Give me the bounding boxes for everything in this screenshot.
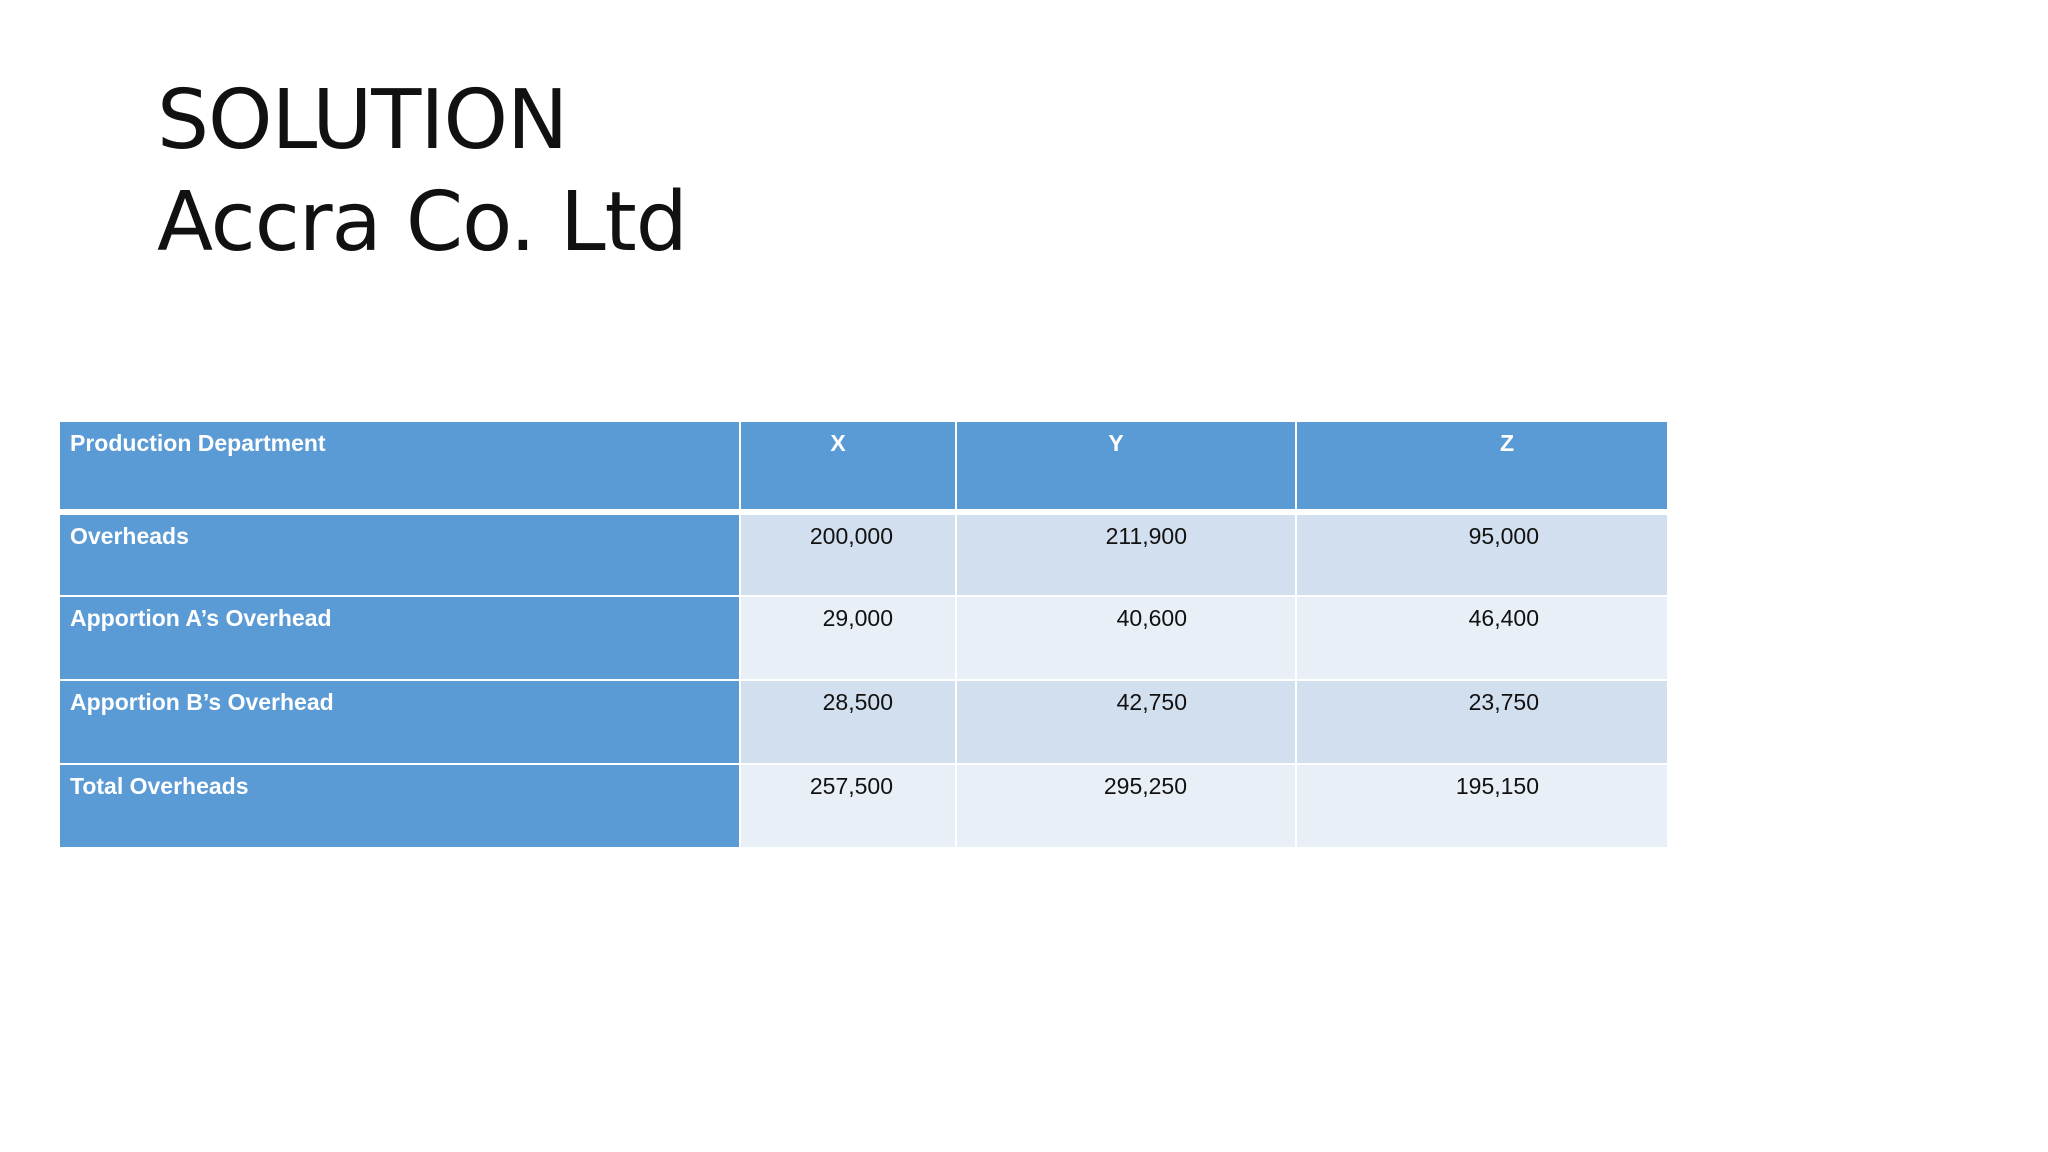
- row-label: Apportion B’s Overhead: [60, 680, 741, 765]
- table-row: Apportion A’s Overhead 29,000 40,600 46,…: [60, 596, 1669, 681]
- row-label: Apportion A’s Overhead: [60, 596, 741, 681]
- cell-z: 23,750: [1296, 680, 1669, 765]
- cell-z: 46,400: [1296, 596, 1669, 681]
- table-row: Apportion B’s Overhead 28,500 42,750 23,…: [60, 680, 1669, 765]
- cell-z: 195,150: [1296, 764, 1669, 849]
- cell-x: 257,500: [740, 764, 957, 849]
- row-label: Total Overheads: [60, 764, 741, 849]
- cell-y: 40,600: [956, 596, 1297, 681]
- title-line-solution: SOLUTION: [157, 73, 568, 168]
- overheads-table-container: Production Department X Y Z Overheads 20…: [60, 422, 1669, 849]
- slide-title: SOLUTION Accra Co. Ltd: [157, 70, 688, 274]
- header-production-department: Production Department: [60, 422, 741, 515]
- header-y: Y: [956, 422, 1297, 515]
- table-row: Overheads 200,000 211,900 95,000: [60, 512, 1669, 597]
- cell-y: 295,250: [956, 764, 1297, 849]
- cell-z: 95,000: [1296, 512, 1669, 597]
- cell-y: 211,900: [956, 512, 1297, 597]
- table-header-row: Production Department X Y Z: [60, 422, 1669, 515]
- title-line-company: Accra Co. Ltd: [157, 175, 688, 270]
- cell-x: 28,500: [740, 680, 957, 765]
- cell-x: 29,000: [740, 596, 957, 681]
- row-label: Overheads: [60, 512, 741, 597]
- cell-x: 200,000: [740, 512, 957, 597]
- cell-y: 42,750: [956, 680, 1297, 765]
- table-row: Total Overheads 257,500 295,250 195,150: [60, 764, 1669, 849]
- header-z: Z: [1296, 422, 1669, 515]
- overheads-table: Production Department X Y Z Overheads 20…: [60, 422, 1669, 849]
- header-x: X: [740, 422, 957, 515]
